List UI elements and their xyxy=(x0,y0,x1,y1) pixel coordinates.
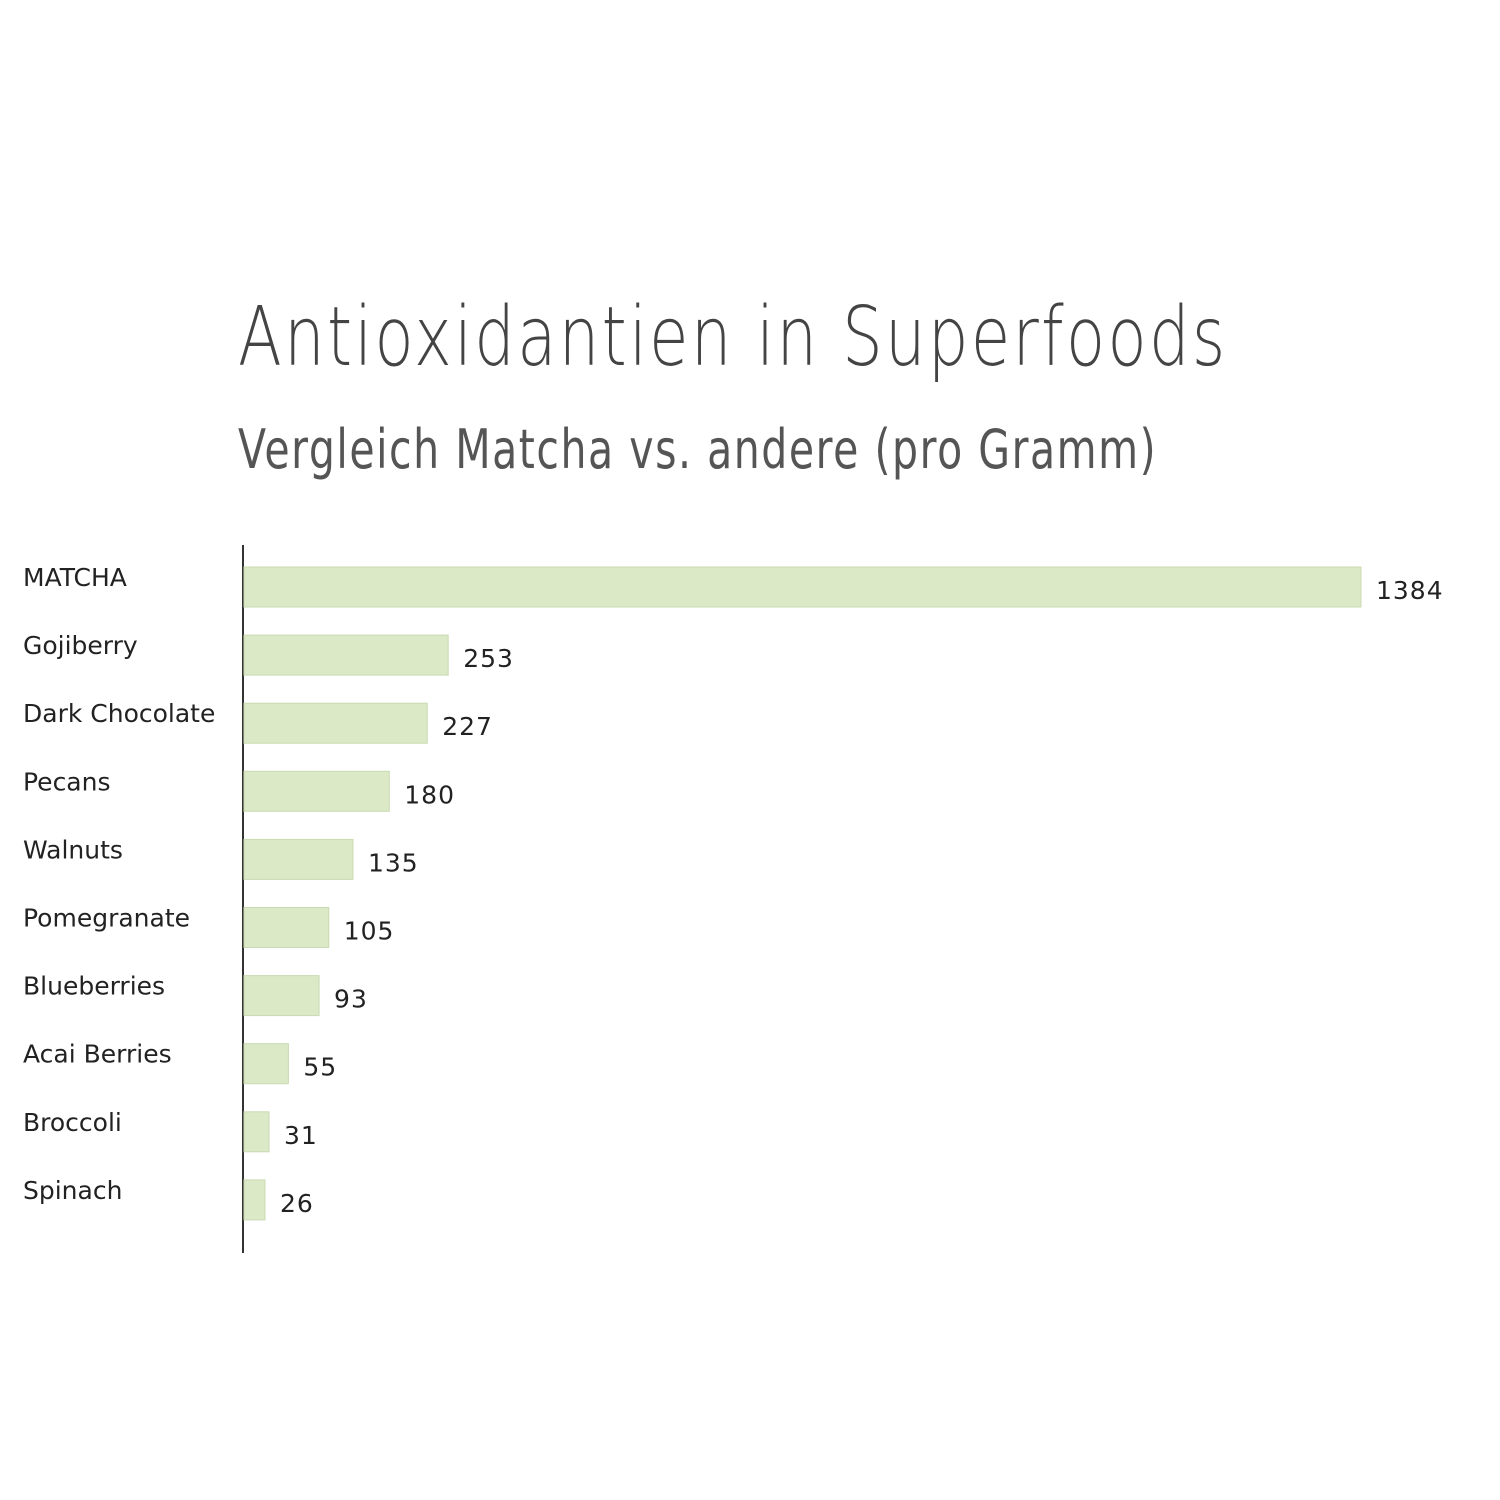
bar-7 xyxy=(243,1043,289,1085)
bar-8 xyxy=(243,1111,270,1153)
category-label-5: Pomegranate xyxy=(23,904,190,933)
value-labels-group: 1384 253 227 180 135 105 93 55 31 26 xyxy=(280,576,1444,1218)
value-label-9: 26 xyxy=(280,1189,314,1218)
bar-1 xyxy=(243,634,449,676)
bars-group xyxy=(243,566,1362,1221)
value-label-5: 105 xyxy=(344,917,395,946)
chart-subtitle: Vergleich Matcha vs. andere (pro Gramm) xyxy=(238,418,1158,481)
category-label-9: Spinach xyxy=(23,1176,122,1205)
bar-4 xyxy=(243,838,354,880)
bar-5 xyxy=(243,907,330,948)
bar-3 xyxy=(243,770,390,812)
bar-0 xyxy=(243,566,1362,608)
chart-title: Antioxidantien in Superfoods xyxy=(238,290,1228,385)
value-label-4: 135 xyxy=(368,848,419,877)
category-label-4: Walnuts xyxy=(23,835,123,864)
bar-9 xyxy=(243,1179,266,1221)
category-label-7: Acai Berries xyxy=(23,1040,172,1069)
bar-2 xyxy=(243,702,428,744)
value-label-8: 31 xyxy=(284,1121,318,1150)
value-label-2: 227 xyxy=(442,712,493,741)
category-label-2: Dark Chocolate xyxy=(23,699,215,728)
category-label-6: Blueberries xyxy=(23,972,165,1001)
category-label-8: Broccoli xyxy=(23,1108,122,1137)
value-label-3: 180 xyxy=(404,780,455,809)
value-label-0: 1384 xyxy=(1376,576,1444,605)
value-label-7: 55 xyxy=(303,1053,337,1082)
value-label-1: 253 xyxy=(463,644,514,673)
category-label-0: MATCHA xyxy=(23,563,127,592)
bar-6 xyxy=(243,975,320,1017)
value-label-6: 93 xyxy=(334,985,368,1014)
category-label-3: Pecans xyxy=(23,767,111,796)
category-label-1: Gojiberry xyxy=(23,631,138,660)
category-labels-group: MATCHA Gojiberry Dark Chocolate Pecans Walnu… xyxy=(23,563,215,1205)
